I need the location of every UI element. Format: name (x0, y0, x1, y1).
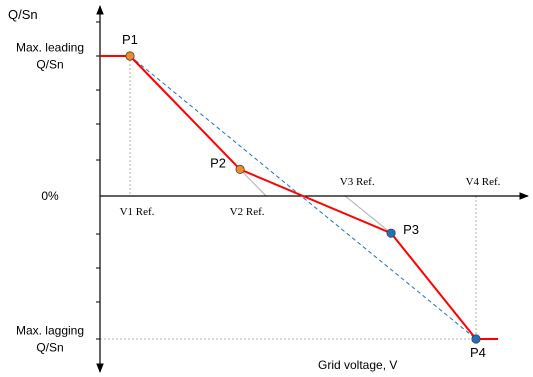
reference-line (129, 55, 477, 340)
guide-lines (100, 55, 477, 340)
y-level-label-0-0: Max. leading (16, 41, 84, 55)
x-ref-label-1: V1 Ref. (120, 206, 155, 218)
y-level-label-2-1: Q/Sn (36, 341, 63, 355)
y-level-label-2-0: Max. lagging (16, 324, 84, 338)
x-ref-label-3: V3 Ref. (340, 176, 375, 188)
point-label-p1: P1 (122, 32, 138, 47)
x-ref-label-2: V2 Ref. (230, 206, 265, 218)
tangent-lines (239, 169, 392, 234)
point-p2 (235, 164, 245, 174)
y-level-label-0-1: Q/Sn (36, 58, 63, 72)
point-label-p4: P4 (470, 345, 486, 360)
x-axis-title: Grid voltage, V (318, 358, 397, 372)
tangent-p2 (239, 169, 267, 197)
point-label-p3: P3 (403, 222, 419, 237)
point-p4 (471, 334, 481, 344)
labels-layer: P1 P2 P3 P4 Q/Sn Grid voltage, V Max. leading Q… (8, 7, 501, 372)
y-level-label-1-0: 0% (41, 189, 59, 203)
series-curve (100, 55, 498, 340)
point-p1 (125, 51, 135, 61)
x-ref-label-4: V4 Ref. (466, 176, 501, 188)
series-layer (100, 51, 498, 344)
tangent-p3 (344, 195, 392, 234)
reference-line-layer (129, 55, 477, 340)
y-axis-title: Q/Sn (8, 7, 38, 22)
axes (96, 5, 529, 373)
point-p3 (386, 228, 396, 238)
point-label-p2: P2 (210, 155, 226, 170)
